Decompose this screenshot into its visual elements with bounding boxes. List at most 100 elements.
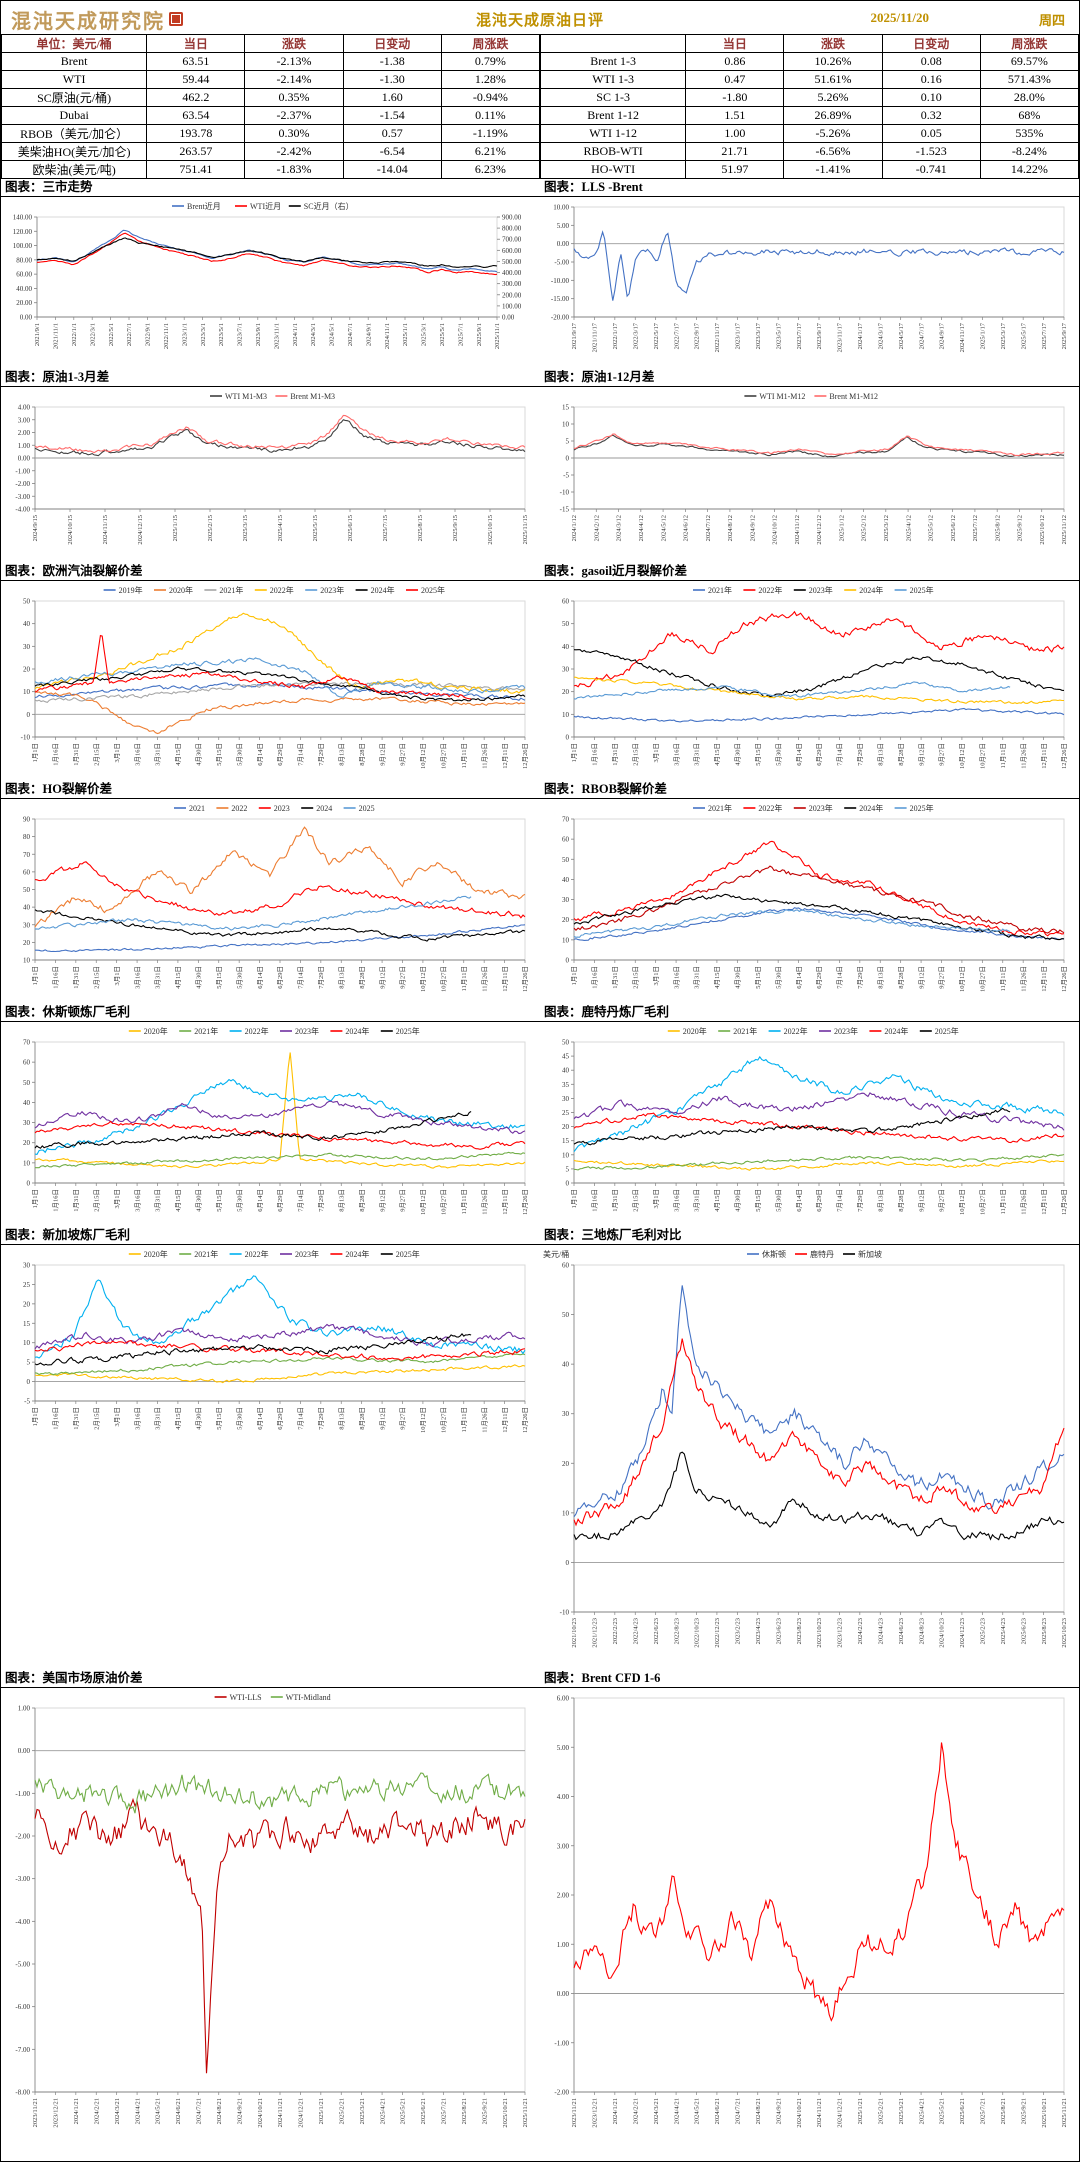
legend-item: Brent M1-M3 bbox=[275, 392, 335, 401]
svg-text:2024/7/1: 2024/7/1 bbox=[347, 323, 354, 346]
svg-text:12月26日: 12月26日 bbox=[521, 1189, 529, 1215]
y-axis: 0 10 20 30 40 50 60 70 bbox=[562, 816, 575, 965]
series-休斯顿 bbox=[573, 1285, 1065, 1518]
svg-text:2024/1/12: 2024/1/12 bbox=[571, 515, 578, 541]
chart-cell-1: 图表：LLS -Brent -20.00 -15.00 -10.00 -5.00 0.00… bbox=[540, 179, 1079, 369]
svg-text:3月1日: 3月1日 bbox=[652, 1189, 660, 1209]
svg-text:3月31日: 3月31日 bbox=[154, 743, 162, 766]
svg-text:2020年: 2020年 bbox=[683, 1026, 707, 1036]
svg-text:-8.00: -8.00 bbox=[15, 2089, 30, 2097]
svg-text:2021/11/17: 2021/11/17 bbox=[592, 322, 599, 352]
svg-text:11月11日: 11月11日 bbox=[460, 1407, 468, 1433]
svg-text:4月30日: 4月30日 bbox=[195, 966, 203, 989]
svg-text:2023/12/21: 2023/12/21 bbox=[592, 2098, 599, 2128]
svg-text:1月1日: 1月1日 bbox=[570, 743, 578, 763]
svg-text:11月26日: 11月26日 bbox=[480, 743, 488, 769]
svg-text:2.00: 2.00 bbox=[557, 1892, 570, 1900]
svg-text:100.00: 100.00 bbox=[13, 242, 33, 250]
svg-text:2月15日: 2月15日 bbox=[92, 1189, 100, 1212]
series-2024年 bbox=[34, 1339, 526, 1361]
svg-text:2025/8/23: 2025/8/23 bbox=[1041, 1618, 1048, 1644]
chart-title: 图表：三地炼厂毛利对比 bbox=[540, 1227, 1079, 1245]
svg-text:10: 10 bbox=[23, 957, 31, 965]
svg-text:1月16日: 1月16日 bbox=[591, 743, 599, 766]
svg-text:7月29日: 7月29日 bbox=[317, 1407, 325, 1430]
svg-text:2025年: 2025年 bbox=[396, 1249, 420, 1259]
svg-text:2025/2/21: 2025/2/21 bbox=[338, 2098, 345, 2124]
svg-text:2021年: 2021年 bbox=[733, 1026, 757, 1036]
svg-text:15: 15 bbox=[562, 404, 570, 412]
svg-text:2019年: 2019年 bbox=[119, 585, 143, 595]
svg-text:-7.00: -7.00 bbox=[15, 2046, 30, 2054]
svg-text:2024/11/21: 2024/11/21 bbox=[816, 2098, 823, 2127]
svg-text:-1.00: -1.00 bbox=[15, 467, 30, 475]
svg-text:10.00: 10.00 bbox=[553, 204, 569, 212]
svg-text:30: 30 bbox=[23, 1119, 31, 1127]
cell-value: 68% bbox=[979, 106, 1079, 125]
row-label: WTI 1-12 bbox=[539, 124, 687, 143]
svg-text:2024/8/23: 2024/8/23 bbox=[918, 1618, 925, 1644]
series-2021年 bbox=[573, 707, 1065, 723]
chart-cell-0: 图表：三市走势 0.00 20.00 40.00 60.00 80.00 100.00 120… bbox=[1, 179, 540, 369]
series-2019年 bbox=[34, 682, 526, 701]
svg-text:2025/8/12: 2025/8/12 bbox=[994, 515, 1001, 541]
svg-text:30: 30 bbox=[23, 643, 31, 651]
svg-text:Brent M1-M3: Brent M1-M3 bbox=[290, 392, 335, 401]
col-header: 单位：美元/桶 bbox=[1, 34, 148, 53]
svg-text:2025/2/21: 2025/2/21 bbox=[877, 2098, 884, 2124]
svg-text:2025年: 2025年 bbox=[421, 585, 445, 595]
svg-text:2024/11/12: 2024/11/12 bbox=[794, 515, 801, 544]
svg-text:500.00: 500.00 bbox=[502, 258, 522, 266]
svg-text:50: 50 bbox=[562, 1311, 570, 1319]
svg-text:5.00: 5.00 bbox=[557, 222, 570, 230]
series-2025年 bbox=[34, 1111, 472, 1149]
svg-text:2024/7/17: 2024/7/17 bbox=[918, 322, 925, 349]
series-2022 bbox=[34, 826, 526, 928]
svg-text:-1.00: -1.00 bbox=[554, 2039, 569, 2047]
svg-text:2023/5/1: 2023/5/1 bbox=[218, 323, 225, 346]
svg-text:10月27日: 10月27日 bbox=[979, 743, 987, 769]
svg-text:40: 40 bbox=[562, 643, 570, 651]
table-row: 美柴油HO(美元/加仑) 263.57 -2.42% -6.54 6.21% bbox=[1, 142, 541, 161]
svg-text:2025/4/23: 2025/4/23 bbox=[1000, 1618, 1007, 1644]
svg-text:-5.00: -5.00 bbox=[554, 259, 569, 267]
svg-text:2024年: 2024年 bbox=[884, 1026, 908, 1036]
cell-value: 462.2 bbox=[146, 88, 246, 107]
svg-text:6月14日: 6月14日 bbox=[795, 1189, 803, 1212]
svg-text:2024年: 2024年 bbox=[859, 803, 883, 813]
svg-text:1月1日: 1月1日 bbox=[31, 743, 39, 763]
svg-text:5月15日: 5月15日 bbox=[215, 743, 223, 766]
svg-text:2月15日: 2月15日 bbox=[631, 966, 639, 989]
svg-text:2025/4/15: 2025/4/15 bbox=[277, 515, 284, 541]
svg-text:0.00: 0.00 bbox=[18, 1747, 31, 1755]
svg-text:6月29日: 6月29日 bbox=[276, 743, 284, 766]
series-WTI-Midland bbox=[34, 1772, 526, 1814]
cell-value: 14.22% bbox=[979, 160, 1079, 179]
svg-text:2022/10/23: 2022/10/23 bbox=[694, 1618, 701, 1648]
svg-text:2024/3/17: 2024/3/17 bbox=[877, 322, 884, 349]
svg-text:2024/7/21: 2024/7/21 bbox=[196, 2098, 203, 2124]
svg-text:新加坡: 新加坡 bbox=[858, 1249, 882, 1259]
svg-text:3月31日: 3月31日 bbox=[154, 966, 162, 989]
svg-text:2024/3/12: 2024/3/12 bbox=[616, 515, 623, 541]
cell-value: 1.51 bbox=[685, 106, 785, 125]
svg-text:2025/9/21: 2025/9/21 bbox=[1020, 2098, 1027, 2124]
series-2020年 bbox=[34, 1364, 526, 1384]
svg-text:900.00: 900.00 bbox=[502, 214, 522, 222]
svg-text:2024/1/21: 2024/1/21 bbox=[73, 2098, 80, 2124]
col-header: 周涨跌 bbox=[979, 34, 1079, 53]
svg-text:0: 0 bbox=[27, 1180, 31, 1188]
svg-text:3月16日: 3月16日 bbox=[133, 1407, 141, 1430]
svg-text:2025/1/21: 2025/1/21 bbox=[318, 2098, 325, 2124]
svg-text:300.00: 300.00 bbox=[502, 280, 522, 288]
svg-text:10月27日: 10月27日 bbox=[440, 743, 448, 769]
svg-text:4月15日: 4月15日 bbox=[174, 1189, 182, 1212]
svg-text:2025/5/21: 2025/5/21 bbox=[400, 2098, 407, 2124]
svg-text:11月11日: 11月11日 bbox=[460, 1189, 468, 1215]
legend-item: WTI近月 bbox=[235, 201, 281, 211]
svg-text:2024/11/15: 2024/11/15 bbox=[102, 515, 109, 544]
svg-text:2024/2/21: 2024/2/21 bbox=[632, 2098, 639, 2124]
svg-text:2025/9/17: 2025/9/17 bbox=[1061, 322, 1068, 349]
svg-text:2023/5/17: 2023/5/17 bbox=[775, 322, 782, 349]
